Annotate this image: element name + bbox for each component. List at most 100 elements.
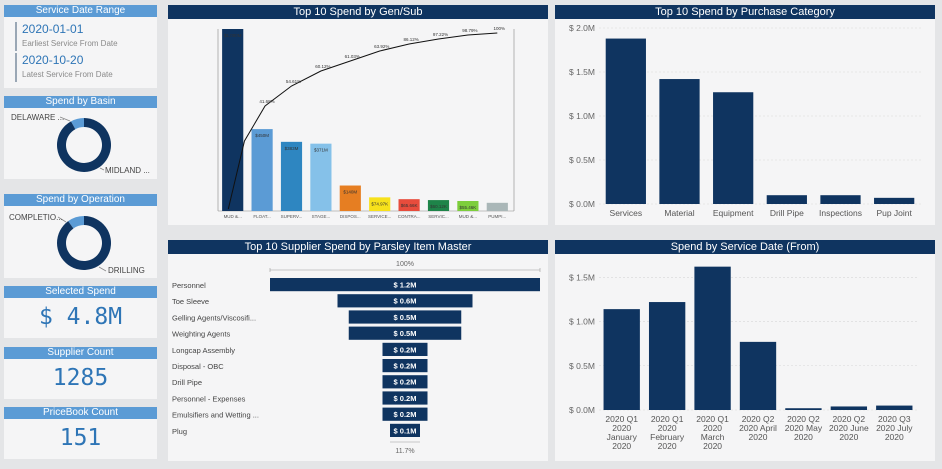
funnel-bar [382, 342, 428, 356]
gen-sub-category-label: DISPOS... [340, 214, 361, 219]
x-tick-label: 2020 Q2 [742, 414, 775, 424]
gen-sub-bar-label: $65.66K [401, 203, 418, 208]
gen-sub-cumulative-label: 86.12% [403, 37, 418, 42]
bar [785, 408, 822, 410]
bar [876, 405, 913, 410]
gen-sub-bar [457, 200, 479, 211]
donut-label: DELAWARE ... [11, 113, 64, 122]
funnel-bar [337, 294, 473, 308]
supplier-count-title: Supplier Count [4, 347, 157, 359]
gen-sub-bar [251, 129, 273, 211]
gen-sub-cumulative-label: 61.03% [345, 54, 360, 59]
gen-sub-category-label: SERVICE... [368, 214, 391, 219]
supplier-funnel-panel[interactable]: Top 10 Supplier Spend by Parsley Item Ma… [168, 240, 548, 461]
service-date-panel[interactable]: Spend by Service Date (From) $ 0.0M $ 0.5… [555, 240, 935, 461]
gen-sub-title: Top 10 Spend by Gen/Sub [168, 5, 548, 19]
gen-sub-category-label: PUMPI... [488, 214, 506, 219]
gen-sub-cumulative-label: 97.22% [433, 32, 448, 37]
funnel-bar [348, 310, 462, 324]
funnel-bar [382, 391, 428, 405]
x-tick-label: 2020 [658, 423, 677, 433]
donut-leader-line [57, 216, 67, 223]
gen-sub-bar-label: $383M [285, 146, 299, 151]
gen-sub-bar [310, 143, 332, 211]
donut-leader-line [98, 266, 107, 272]
spend-by-basin-card[interactable]: Spend by Basin DELAWARE ... MIDLAND ... [4, 96, 157, 179]
gen-sub-bar-label: $140M [343, 190, 357, 195]
pricebook-count-card: PriceBook Count 151 [4, 407, 157, 459]
funnel-top-label: 100% [396, 261, 414, 268]
x-tick-label: 2020 Q2 [787, 414, 820, 424]
x-tick-label: 2020 [703, 441, 722, 451]
gen-sub-category-label: CONTRA... [398, 214, 421, 219]
spend-by-operation-donut[interactable]: COMPLETIO... DRILLING [4, 206, 157, 278]
gen-sub-category-label: SERVIC... [428, 214, 448, 219]
x-tick-label: January [607, 432, 638, 442]
gen-sub-panel[interactable]: Top 10 Spend by Gen/Sub $1,000M MUD &... $… [168, 5, 548, 225]
y-tick-label: $ 2.0M [569, 23, 595, 33]
bar [820, 195, 861, 204]
gen-sub-cumulative-line [227, 32, 498, 210]
gen-sub-cumulative-label: 63.92% [374, 44, 389, 49]
spend-by-operation-title: Spend by Operation [4, 194, 157, 206]
funnel-category-label: Personnel - Expenses [172, 394, 246, 403]
funnel-value-label: $ 0.5M [394, 329, 417, 338]
x-tick-label: 2020 Q1 [651, 414, 684, 424]
selected-spend-value: $ 4.8M [38, 304, 123, 330]
selected-spend-title: Selected Spend [4, 286, 157, 298]
x-tick-label: 2020 [885, 432, 904, 442]
x-tick-label: Drill Pipe [770, 208, 804, 218]
spend-by-operation-card[interactable]: Spend by Operation COMPLETIO... DRILLING [4, 194, 157, 278]
y-tick-label: $ 1.5M [569, 272, 595, 282]
funnel-category-label: Longcap Assembly [172, 346, 235, 355]
x-tick-label: Pup Joint [876, 208, 912, 218]
x-tick-label: 2020 July [876, 423, 913, 433]
x-tick-label: 2020 [749, 432, 768, 442]
x-tick-label: 2020 May [785, 423, 823, 433]
spend-by-basin-title: Spend by Basin [4, 96, 157, 108]
service-date-title: Service Date Range [4, 5, 157, 17]
purchase-category-chart[interactable]: $ 0.0M $ 0.5M $ 1.0M $ 1.5M $ 2.0M Services Ma… [555, 19, 935, 225]
bar [659, 79, 700, 204]
funnel-category-label: Weighting Agents [172, 330, 230, 339]
x-tick-label: 2020 June [829, 423, 869, 433]
gen-sub-bar-label: $74.97K [371, 201, 388, 206]
funnel-category-label: Plug [172, 427, 187, 436]
pricebook-count-title: PriceBook Count [4, 407, 157, 419]
gen-sub-chart[interactable]: $1,000M MUD &... $450M FLOAT... $383M SUPERV.… [168, 19, 548, 225]
funnel-value-label: $ 1.2M [394, 281, 417, 290]
selected-spend-card: Selected Spend $ 4.8M [4, 286, 157, 338]
funnel-category-label: Drill Pipe [172, 378, 202, 387]
x-tick-label: 2020 April [739, 423, 777, 433]
earliest-date-label: Earliest Service From Date [22, 39, 118, 48]
gen-sub-bar-label: $60.12K [430, 204, 447, 209]
latest-date-marker [15, 53, 17, 82]
purchase-category-panel[interactable]: Top 10 Spend by Purchase Category $ 0.0M… [555, 5, 935, 225]
funnel-category-label: Gelling Agents/Viscosifi... [172, 313, 256, 322]
gen-sub-cumulative-label: 60.12% [315, 64, 330, 69]
funnel-category-label: Personnel [172, 281, 206, 290]
gen-sub-bar [486, 202, 508, 211]
funnel-value-label: $ 0.6M [394, 297, 417, 306]
funnel-bar [348, 326, 462, 340]
gen-sub-cumulative-label: 100% [494, 26, 506, 31]
gen-sub-bar-label: $371M [314, 148, 328, 153]
funnel-category-label: Disposal - OBC [172, 362, 224, 371]
funnel-value-label: $ 0.5M [394, 313, 417, 322]
spend-by-basin-donut[interactable]: DELAWARE ... MIDLAND ... [4, 108, 157, 179]
donut-label: MIDLAND ... [105, 166, 150, 175]
donut-leader-line [99, 167, 105, 171]
gen-sub-category-label: MUD &... [459, 214, 477, 219]
x-tick-label: Material [664, 208, 694, 218]
x-tick-label: 2020 [612, 423, 631, 433]
x-tick-label: February [650, 432, 685, 442]
funnel-value-label: $ 0.1M [394, 426, 417, 435]
pricebook-count-value: 151 [59, 425, 102, 451]
funnel-value-label: $ 0.2M [394, 410, 417, 419]
supplier-funnel-chart[interactable]: 100% Personnel $ 1.2M Toe Sleeve $ 0.6M Gelli… [168, 254, 548, 461]
funnel-value-label: $ 0.2M [394, 362, 417, 371]
funnel-value-label: $ 0.2M [394, 394, 417, 403]
gen-sub-bar [369, 197, 391, 211]
latest-date-value: 2020-10-20 [22, 53, 84, 67]
